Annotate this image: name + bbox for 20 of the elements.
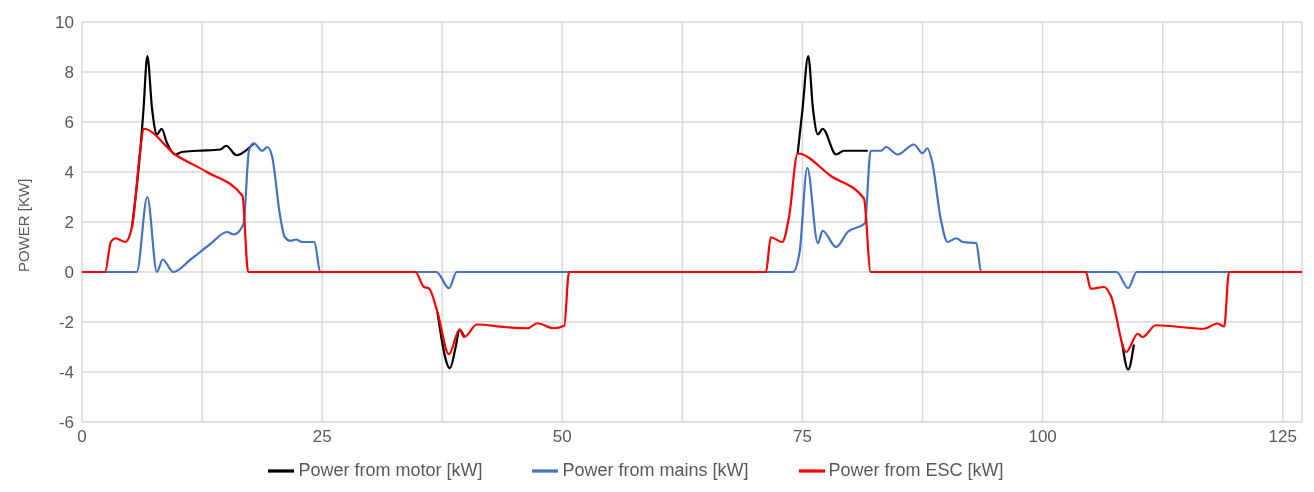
legend-label: Power from motor [kW] <box>298 459 483 480</box>
y-tick-label: -4 <box>58 363 74 383</box>
legend-label: Power from mains [kW] <box>562 459 749 480</box>
x-tick-label: 0 <box>77 427 87 447</box>
y-axis-title: POWER [KW] <box>15 178 33 272</box>
y-tick-label: 10 <box>55 13 74 33</box>
x-tick-label: 75 <box>793 427 812 447</box>
x-tick-label: 50 <box>552 427 572 447</box>
line-series <box>82 127 1302 356</box>
y-tick-label: 6 <box>64 113 74 133</box>
y-tick-label: 8 <box>64 63 74 83</box>
y-tick-label: -6 <box>58 413 74 433</box>
x-tick-label: 100 <box>1028 427 1057 447</box>
y-tick-label: 4 <box>64 163 74 183</box>
y-tick-label: 0 <box>64 263 74 283</box>
y-tick-label: 2 <box>64 213 74 233</box>
y-tick-label: -2 <box>58 313 74 333</box>
legend-label: Power from ESC [kW] <box>828 459 1004 480</box>
x-tick-label: 25 <box>312 427 332 447</box>
x-tick-label: 125 <box>1268 427 1297 447</box>
